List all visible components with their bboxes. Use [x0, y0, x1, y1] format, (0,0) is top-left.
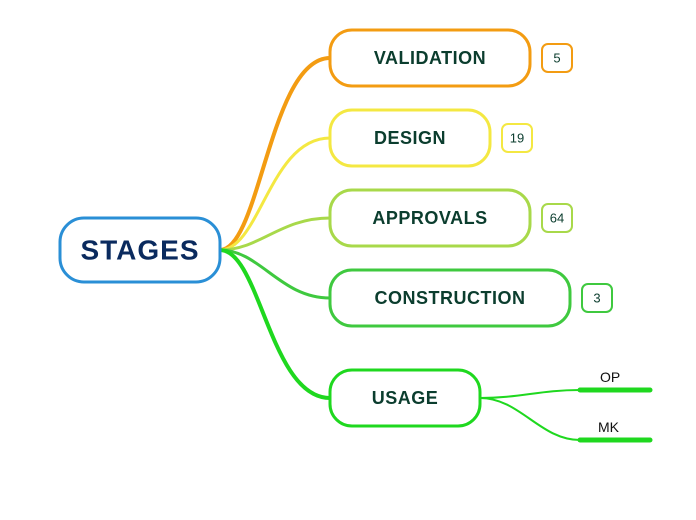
node-label-usage: USAGE: [372, 388, 439, 408]
connector-mk: [480, 398, 580, 440]
connector-op: [480, 390, 580, 398]
node-label-design: DESIGN: [374, 128, 446, 148]
connector-validation: [220, 58, 330, 250]
subnode-label-mk: MK: [598, 419, 620, 435]
node-label-approvals: APPROVALS: [372, 208, 487, 228]
badge-label-approvals: 64: [550, 211, 564, 226]
badge-label-validation: 5: [553, 51, 560, 66]
node-label-validation: VALIDATION: [374, 48, 486, 68]
badge-label-design: 19: [510, 131, 524, 146]
mindmap-canvas: STAGES VALIDATION 5 DESIGN 19 APPROVALS 64 CONS…: [0, 0, 696, 520]
root-label: STAGES: [80, 235, 199, 266]
node-label-construction: CONSTRUCTION: [375, 288, 526, 308]
badge-label-construction: 3: [593, 291, 600, 306]
connector-approvals: [220, 218, 330, 250]
subnode-label-op: OP: [600, 369, 620, 385]
connector-usage: [220, 250, 330, 398]
